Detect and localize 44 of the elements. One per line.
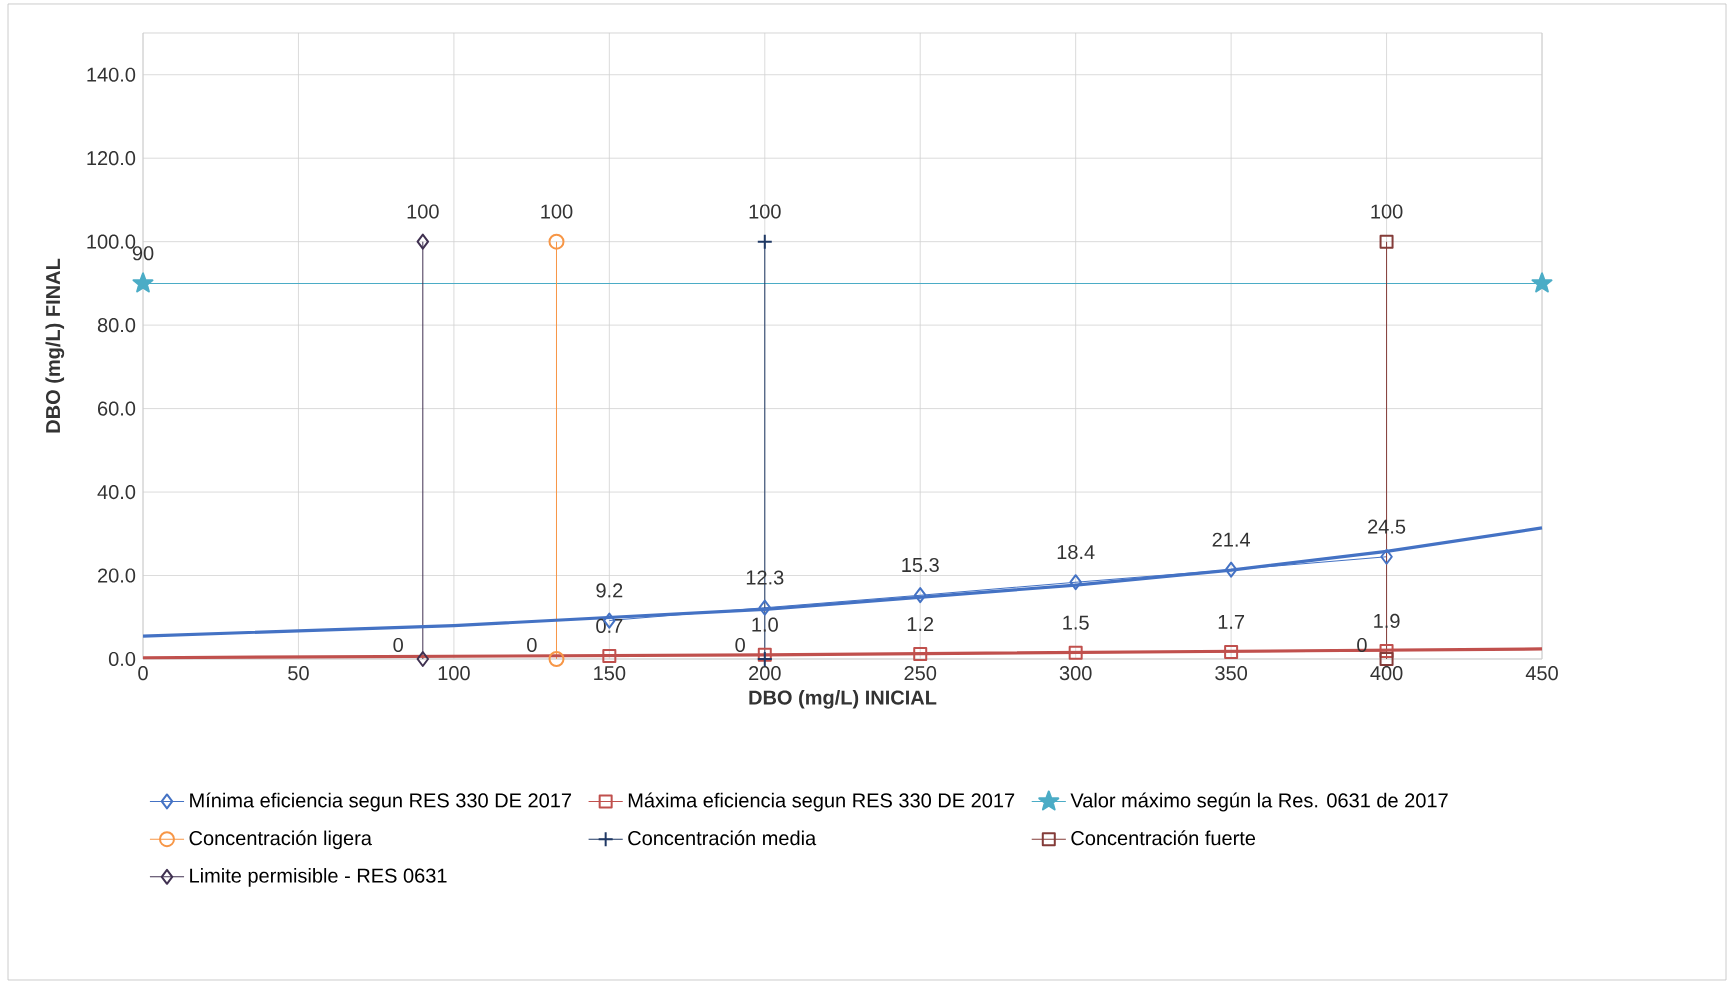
x-tick-label: 0: [138, 666, 148, 681]
data-label: 1.7: [1218, 615, 1245, 629]
x-tick-label: 100: [438, 666, 470, 681]
x-tick-label: 300: [1059, 666, 1092, 681]
data-label: 100: [407, 204, 439, 219]
data-label: 1.2: [907, 616, 934, 631]
legend-label: Valor máximo según la Res. 0631 de 2017: [1070, 792, 1448, 812]
legend-label: Concentración ligera: [189, 830, 372, 850]
y-axis-title: DBO (mg/L) FINAL: [45, 258, 65, 433]
y-tick-label: 20.0: [98, 568, 136, 583]
data-label: 90: [132, 246, 154, 261]
x-tick-label: 200: [749, 666, 781, 681]
legend-label: Limite permisible - RES 0631: [190, 868, 447, 887]
legend-label: Concentración fuerte: [1071, 830, 1256, 846]
data-label: 100: [749, 204, 781, 219]
x-tick-label: 400: [1370, 666, 1403, 681]
y-tick-label: 120.0: [87, 151, 136, 166]
x-tick-label: 150: [594, 666, 626, 681]
y-tick-label: 140.0: [87, 67, 136, 82]
data-label: 100: [1371, 204, 1403, 219]
y-tick-label: 60.0: [98, 401, 136, 416]
data-label: 100: [541, 204, 573, 219]
x-tick-label: 350: [1215, 666, 1248, 681]
data-label: 0.7: [596, 618, 623, 633]
x-tick-label: 50: [288, 666, 309, 681]
legend-label: Concentración media: [628, 830, 817, 846]
x-axis-title: DBO (mg/L) INICIAL: [749, 689, 937, 709]
data-label: 0: [1357, 637, 1367, 653]
y-tick-label: 40.0: [97, 484, 136, 500]
data-label: 0: [735, 637, 745, 653]
x-tick-label: 450: [1525, 666, 1558, 681]
data-label: 0: [393, 637, 403, 653]
data-label: 15.3: [902, 557, 939, 573]
data-label: 9.2: [596, 583, 623, 598]
data-label: 1.5: [1063, 615, 1089, 630]
y-tick-label: 0.0: [108, 651, 136, 667]
x-tick-label: 250: [904, 666, 937, 681]
y-tick-label: 100.0: [87, 234, 136, 249]
legend-label: Mínima eficiencia segun RES 330 DE 2017: [190, 792, 572, 812]
legend-label: Máxima eficiencia segun RES 330 DE 2017: [628, 792, 1015, 812]
data-label: 21.4: [1212, 532, 1250, 547]
data-label: 0: [527, 637, 537, 653]
data-label: 18.4: [1057, 544, 1095, 560]
y-tick-label: 80.0: [97, 318, 136, 333]
